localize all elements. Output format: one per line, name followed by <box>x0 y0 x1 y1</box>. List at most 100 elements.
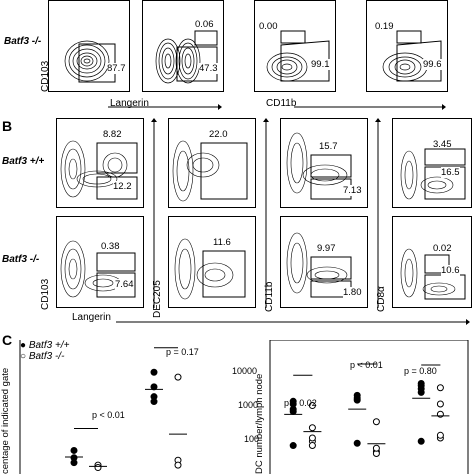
panel-b-plot: 3.45 16.5 <box>392 118 472 208</box>
legend-label: Batf3 -/- <box>28 351 65 362</box>
pvalue-label: p < 0.01 <box>350 360 383 370</box>
legend: ● Batf3 +/+ ○ Batf3 -/- <box>20 340 69 362</box>
data-point <box>174 373 182 381</box>
data-point <box>372 418 380 426</box>
panel-a-row-label: Batf3 -/- <box>4 36 42 47</box>
scatter-chart-right <box>269 340 469 474</box>
open-circle-icon: ○ <box>20 351 27 362</box>
data-point <box>308 402 316 410</box>
data-point <box>436 400 444 408</box>
right-tick: 1000 <box>238 400 259 410</box>
contour-plot <box>400 148 466 200</box>
panel-b-plot: 15.7 7.13 <box>280 118 368 208</box>
panel-b-row-label-bottom: Batf3 -/- <box>2 254 40 265</box>
filled-circle-icon: ● <box>20 340 27 351</box>
data-point <box>289 408 297 416</box>
data-point <box>150 393 158 401</box>
gate-value: 15.7 <box>319 141 338 152</box>
panel-a-plot-3: 0.00 99.1 <box>254 0 336 92</box>
contour-plot <box>266 30 330 82</box>
data-point <box>70 446 78 454</box>
gate-value: 0.02 <box>433 243 452 254</box>
panel-letter-b: B <box>2 118 13 134</box>
data-point <box>308 442 316 450</box>
legend-item: ○ Batf3 -/- <box>20 351 69 362</box>
data-point <box>417 437 425 445</box>
panel-a-value: 99.1 <box>311 59 330 70</box>
panel-a-value: 0.19 <box>375 21 394 32</box>
data-point <box>150 383 158 391</box>
panel-b-plot: 8.82 12.2 <box>56 118 144 208</box>
panel-a-value: 47.3 <box>199 63 218 74</box>
legend-item: ● Batf3 +/+ <box>20 340 69 351</box>
pvalue-label: p = 0.80 <box>404 366 437 376</box>
contour-plot <box>60 240 136 298</box>
panel-b-row-label-top: Batf3 +/+ <box>2 156 45 167</box>
panel-a-value: 87.7 <box>107 63 126 74</box>
right-tick: 10000 <box>232 366 258 376</box>
panel-b-plot: 11.6 <box>168 216 256 308</box>
panel-a-plot-4: 0.19 99.6 <box>366 0 448 92</box>
panel-a-plot-2: 0.06 47.3 <box>142 0 224 92</box>
contour-plot <box>382 30 442 82</box>
gate-value: 0.38 <box>101 241 120 252</box>
data-point <box>289 397 297 405</box>
panel-a-x-label-right: CD11b <box>266 98 297 109</box>
gate-value: 7.13 <box>343 185 362 196</box>
data-point <box>353 439 361 447</box>
pvalue-label: p < 0.01 <box>92 410 125 420</box>
right-tick: 100 <box>244 434 260 444</box>
data-point <box>372 444 380 452</box>
panel-a-plot-1: 87.7 <box>48 0 130 92</box>
panel-b-plot: 22.0 <box>168 118 256 208</box>
data-point <box>94 464 102 472</box>
gate-value: 1.80 <box>343 287 362 298</box>
panel-b-plot: 9.97 1.80 <box>280 216 368 308</box>
data-point <box>289 442 297 450</box>
contour-plot <box>400 248 466 300</box>
contour-plot <box>64 40 116 83</box>
x-axis-arrow <box>294 104 446 110</box>
gate-value: 11.6 <box>213 237 231 248</box>
gate-value: 16.5 <box>441 167 460 178</box>
contour-plot <box>174 238 246 300</box>
contour-plot <box>155 30 218 84</box>
data-point <box>308 424 316 432</box>
panel-c-right-y-label: DC number/lymph node <box>254 373 265 474</box>
panel-c-left-y-label: centage of indicated gate <box>0 367 11 474</box>
data-point <box>174 461 182 469</box>
data-point <box>353 396 361 404</box>
y-axis-arrow <box>263 118 269 308</box>
contour-plot <box>172 140 248 202</box>
panel-a-value: 0.00 <box>259 21 278 32</box>
gate-value: 9.97 <box>317 243 336 254</box>
x-axis-arrow <box>108 104 222 110</box>
panel-letter-c: C <box>2 332 13 348</box>
data-point <box>436 431 444 439</box>
legend-label: Batf3 +/+ <box>28 340 70 351</box>
pvalue-label: p = 0.17 <box>166 347 199 357</box>
data-point <box>150 368 158 376</box>
panel-b-x-label: Langerin <box>72 312 111 323</box>
panel-b-y-label: CD103 <box>40 278 51 310</box>
gate-value: 3.45 <box>433 139 452 150</box>
data-point <box>70 454 78 462</box>
panel-b-plot: 0.02 10.6 <box>392 216 472 308</box>
gate-value: 12.2 <box>113 181 132 192</box>
y-axis-arrow <box>375 118 381 308</box>
y-axis-arrow <box>151 118 157 308</box>
contour-plot <box>60 140 138 200</box>
panel-a-value: 99.6 <box>423 59 442 70</box>
gate-value: 22.0 <box>209 129 228 140</box>
gate-value: 7.64 <box>115 279 134 290</box>
scatter-chart-left <box>19 340 187 474</box>
data-point <box>308 434 316 442</box>
gate-value: 10.6 <box>441 265 460 276</box>
x-axis-arrow <box>116 319 470 325</box>
panel-a-value: 0.06 <box>195 19 214 30</box>
data-point <box>417 380 425 388</box>
gate-value: 8.82 <box>103 129 122 140</box>
panel-a-x-label-left: Langerin <box>110 98 149 109</box>
data-point <box>436 384 444 392</box>
pvalue-label: p = 0.02 <box>284 398 317 408</box>
